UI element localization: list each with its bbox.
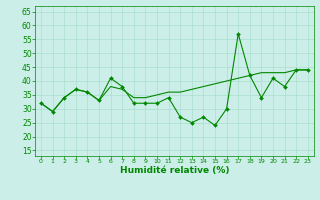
X-axis label: Humidité relative (%): Humidité relative (%) [120,166,229,175]
